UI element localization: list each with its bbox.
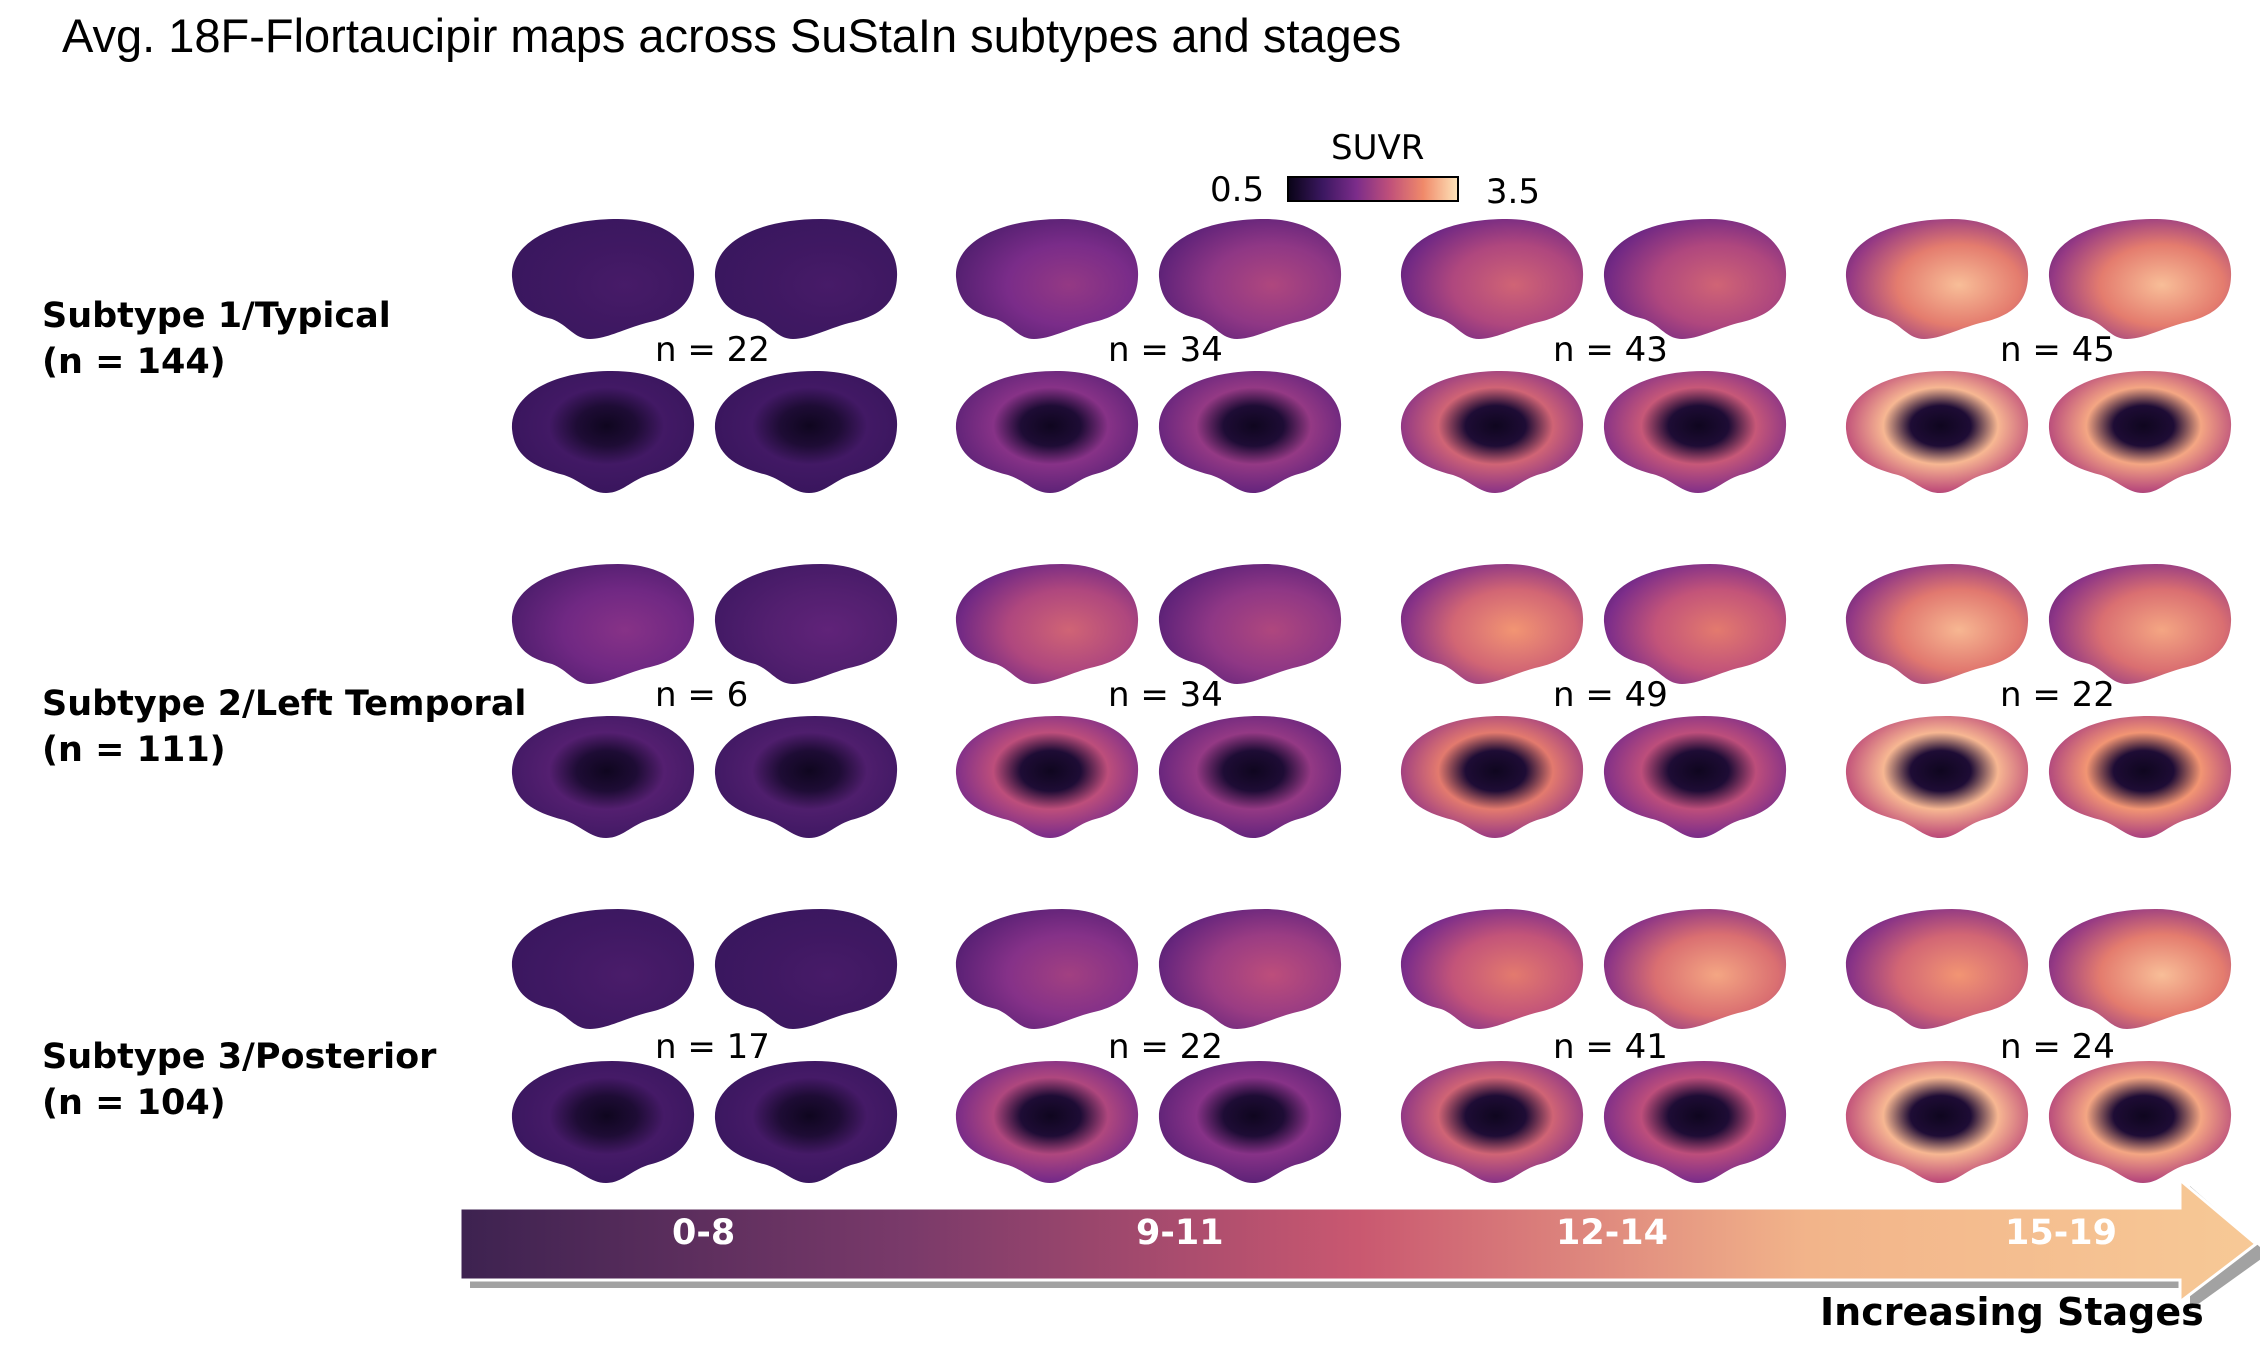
subtype-1-label: Subtype 1/Typical (n = 144): [42, 293, 391, 385]
group-size-label: n = 22: [655, 330, 770, 370]
brain-left-medial: [1400, 716, 1584, 838]
subtype-1-count: (n = 144): [42, 342, 226, 382]
brain-right-lateral: [714, 909, 898, 1029]
brain-right-lateral: [1603, 564, 1787, 684]
brain-right-lateral: [2048, 219, 2232, 339]
brain-right-lateral: [714, 219, 898, 339]
brain-left-lateral: [955, 219, 1139, 339]
stage-arrow: [460, 1180, 2260, 1310]
brain-right-lateral: [1158, 219, 1342, 339]
suvr-colorbar: SUVR 0.5 3.5: [1210, 128, 1540, 212]
group-size-label: n = 22: [2000, 675, 2115, 715]
group-size-label: n = 6: [655, 675, 749, 715]
brain-right-medial: [2048, 716, 2232, 838]
brain-left-lateral: [1400, 909, 1584, 1029]
subtype-2-name: Subtype 2/Left Temporal: [42, 684, 527, 724]
brain-left-lateral: [1845, 564, 2029, 684]
brain-left-medial: [511, 716, 695, 838]
brain-left-lateral: [955, 564, 1139, 684]
brain-right-medial: [1158, 1061, 1342, 1183]
subtype-2-label: Subtype 2/Left Temporal (n = 111): [42, 681, 526, 773]
brain-left-medial: [1400, 1061, 1584, 1183]
brain-right-lateral: [2048, 909, 2232, 1029]
colorbar-max-label: 3.5: [1485, 172, 1540, 212]
subtype-1-name: Subtype 1/Typical: [42, 296, 391, 336]
brain-left-lateral: [1400, 564, 1584, 684]
brain-right-lateral: [2048, 564, 2232, 684]
brain-right-lateral: [1158, 564, 1342, 684]
group-size-label: n = 43: [1553, 330, 1668, 370]
brain-right-lateral: [1158, 909, 1342, 1029]
brain-right-lateral: [1603, 219, 1787, 339]
colorbar-gradient: [1287, 176, 1459, 202]
brain-right-medial: [1603, 371, 1787, 493]
brain-left-medial: [955, 371, 1139, 493]
brain-left-medial: [511, 371, 695, 493]
brain-right-lateral: [714, 564, 898, 684]
subtype-3-name: Subtype 3/Posterior: [42, 1037, 437, 1077]
brain-right-medial: [714, 1061, 898, 1183]
subtype-3-label: Subtype 3/Posterior (n = 104): [42, 1034, 436, 1126]
figure-title: Avg. 18F-Flortaucipir maps across SuStaI…: [62, 9, 1402, 62]
group-size-label: n = 45: [2000, 330, 2115, 370]
brain-left-lateral: [1845, 219, 2029, 339]
stage-label-12-14: 12-14: [1556, 1213, 1668, 1253]
colorbar-min-label: 0.5: [1210, 170, 1265, 210]
brain-right-lateral: [1603, 909, 1787, 1029]
brain-right-medial: [1158, 716, 1342, 838]
brain-right-medial: [1158, 371, 1342, 493]
brain-right-medial: [714, 371, 898, 493]
group-size-label: n = 17: [655, 1027, 770, 1067]
group-size-label: n = 41: [1553, 1027, 1668, 1067]
group-size-label: n = 34: [1108, 675, 1223, 715]
stage-label-9-11: 9-11: [1136, 1213, 1224, 1253]
brain-left-medial: [1845, 1061, 2029, 1183]
brain-left-lateral: [1400, 219, 1584, 339]
group-size-label: n = 49: [1553, 675, 1668, 715]
brain-left-medial: [955, 716, 1139, 838]
brain-left-lateral: [955, 909, 1139, 1029]
group-size-label: n = 24: [2000, 1027, 2115, 1067]
brain-left-lateral: [511, 909, 695, 1029]
brain-left-medial: [1845, 716, 2029, 838]
brain-left-medial: [1845, 371, 2029, 493]
brain-left-lateral: [511, 219, 695, 339]
subtype-2-count: (n = 111): [42, 730, 226, 770]
brain-left-medial: [511, 1061, 695, 1183]
brain-right-medial: [2048, 371, 2232, 493]
brain-left-medial: [1400, 371, 1584, 493]
brain-left-lateral: [511, 564, 695, 684]
brain-left-medial: [955, 1061, 1139, 1183]
group-size-label: n = 22: [1108, 1027, 1223, 1067]
brain-right-medial: [2048, 1061, 2232, 1183]
colorbar-title: SUVR: [1331, 128, 1425, 168]
stage-label-15-19: 15-19: [2005, 1213, 2117, 1253]
brain-right-medial: [1603, 716, 1787, 838]
stage-arrow-body: [460, 1180, 2259, 1306]
arrow-caption: Increasing Stages: [1820, 1290, 2204, 1334]
group-size-label: n = 34: [1108, 330, 1223, 370]
subtype-3-count: (n = 104): [42, 1083, 226, 1123]
brain-right-medial: [714, 716, 898, 838]
brain-right-medial: [1603, 1061, 1787, 1183]
brain-left-lateral: [1845, 909, 2029, 1029]
stage-label-0-8: 0-8: [672, 1213, 736, 1253]
